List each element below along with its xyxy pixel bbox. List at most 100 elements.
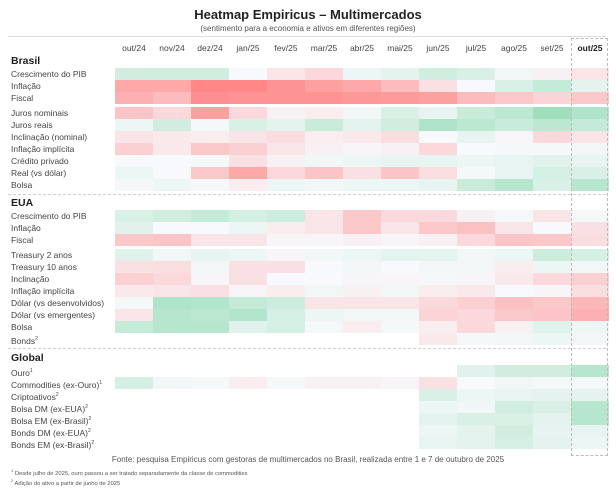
heatmap-cell [495, 365, 533, 377]
heatmap-cell [115, 273, 153, 285]
heatmap-cell [343, 143, 381, 155]
heatmap-cell [191, 210, 229, 222]
heatmap-cell [115, 119, 153, 131]
heatmap-cell [229, 210, 267, 222]
heatmap-cell [191, 143, 229, 155]
heatmap-cell [191, 131, 229, 143]
row-label: Dólar (vs desenvolvidos) [11, 298, 105, 308]
heatmap-cell [533, 210, 571, 222]
heatmap-cell [419, 167, 457, 179]
row-label: Bolsa [11, 180, 33, 190]
heatmap-cell [153, 285, 191, 297]
heatmap-cell [419, 119, 457, 131]
heatmap-cell [305, 273, 343, 285]
heatmap-cell [457, 377, 495, 389]
row-label: Treasury 2 anos [11, 250, 73, 260]
heatmap-cell [419, 80, 457, 92]
heatmap-cell [343, 179, 381, 191]
heatmap-cell [305, 143, 343, 155]
heatmap-cell [343, 155, 381, 167]
heatmap-cell [495, 107, 533, 119]
heatmap-cell [495, 68, 533, 80]
heatmap-cell [419, 107, 457, 119]
heatmap-cell [495, 249, 533, 261]
heatmap-cell [305, 321, 343, 333]
chart-subtitle: (sentimento para a economia e ativos em … [200, 24, 416, 33]
heatmap-cell [267, 68, 305, 80]
heatmap-cell [191, 234, 229, 246]
heatmap-cell [533, 155, 571, 167]
heatmap-cell [115, 234, 153, 246]
heatmap-cell [457, 234, 495, 246]
heatmap-cell [419, 273, 457, 285]
heatmap-cell [343, 92, 381, 104]
heatmap-cell [191, 377, 229, 389]
heatmap-cell [115, 222, 153, 234]
heatmap-cell [305, 107, 343, 119]
heatmap-cell [381, 321, 419, 333]
heatmap-cell [381, 309, 419, 321]
heatmap-cell [267, 92, 305, 104]
footnote-1-text: Desde julho de 2025, ouro passou a ser t… [14, 470, 248, 477]
heatmap-cell [495, 210, 533, 222]
heatmap-cell [419, 222, 457, 234]
heatmap-cell [457, 285, 495, 297]
heatmap-cell [495, 273, 533, 285]
heatmap-cell [305, 167, 343, 179]
heatmap-cell [267, 273, 305, 285]
heatmap-cell [229, 309, 267, 321]
heatmap-cell [495, 119, 533, 131]
row-label: Crédito privado [11, 156, 69, 166]
heatmap-cell [457, 261, 495, 273]
heatmap-cell [419, 155, 457, 167]
heatmap-cell [533, 249, 571, 261]
heatmap-cell [153, 249, 191, 261]
heatmap-cell [229, 261, 267, 273]
heatmap-cell [495, 401, 533, 413]
chart-title: Heatmap Empiricus – Multimercados [194, 7, 422, 22]
heatmap-cell [457, 80, 495, 92]
heatmap-cell [495, 425, 533, 437]
heatmap-cell [457, 131, 495, 143]
heatmap-cell [153, 143, 191, 155]
heatmap-cell [115, 131, 153, 143]
heatmap-cell [571, 297, 609, 309]
heatmap-cell [381, 297, 419, 309]
heatmap-cell [571, 261, 609, 273]
heatmap-cell [191, 119, 229, 131]
heatmap-cell [115, 285, 153, 297]
heatmap-cell [571, 179, 609, 191]
heatmap-cell [419, 285, 457, 297]
heatmap-cell [495, 131, 533, 143]
heatmap-cell [305, 210, 343, 222]
heatmap-cell [267, 321, 305, 333]
heatmap-cell [533, 413, 571, 425]
row-label: Bonds DM (ex-EUA)2 [11, 427, 91, 438]
row-label: Juros reais [11, 120, 53, 130]
heatmap-cell [419, 333, 457, 345]
heatmap-cell [229, 222, 267, 234]
heatmap-cell [191, 273, 229, 285]
heatmap-cell [457, 249, 495, 261]
heatmap-cell [571, 377, 609, 389]
heatmap-cell [115, 155, 153, 167]
heatmap-cell [115, 309, 153, 321]
heatmap-cell [533, 437, 571, 449]
heatmap-cell [229, 119, 267, 131]
footnote-1: 1 Desde julho de 2025, ouro passou a ser… [11, 468, 248, 477]
heatmap-cell [533, 119, 571, 131]
column-label: out/24 [122, 43, 146, 53]
heatmap-cell [571, 333, 609, 345]
heatmap-cell [381, 107, 419, 119]
heatmap-cell [305, 119, 343, 131]
heatmap-cell [115, 68, 153, 80]
heatmap-cell [381, 143, 419, 155]
heatmap-cell [533, 285, 571, 297]
heatmap-cell [305, 179, 343, 191]
heatmap-cell [457, 309, 495, 321]
column-label: out/25 [577, 43, 603, 53]
heatmap-cell [419, 131, 457, 143]
heatmap-cell [153, 179, 191, 191]
heatmap-cell [495, 261, 533, 273]
row-label: Inflação [11, 81, 41, 91]
